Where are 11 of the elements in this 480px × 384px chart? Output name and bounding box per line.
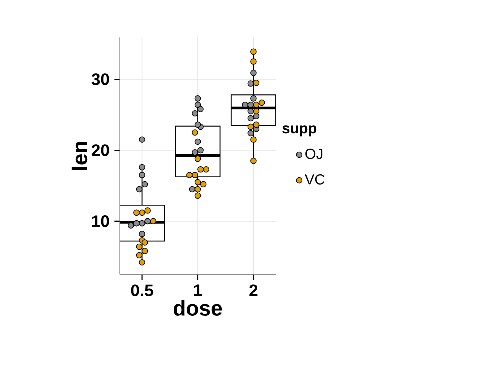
y-tick-label: 10 [92, 216, 110, 228]
x-tick-label: 0.5 [131, 284, 154, 296]
x-axis-title: dose [174, 300, 222, 316]
y-axis-title: len [72, 142, 88, 170]
y-tick-label: 20 [92, 144, 110, 156]
x-tick-label: 2 [250, 284, 258, 296]
x-tick-label: 1 [194, 284, 202, 296]
legend-label: OJ [306, 148, 323, 160]
legend-label: VC [304, 174, 325, 185]
y-tick-label: 30 [92, 74, 110, 86]
legend-title: supp [282, 126, 317, 137]
